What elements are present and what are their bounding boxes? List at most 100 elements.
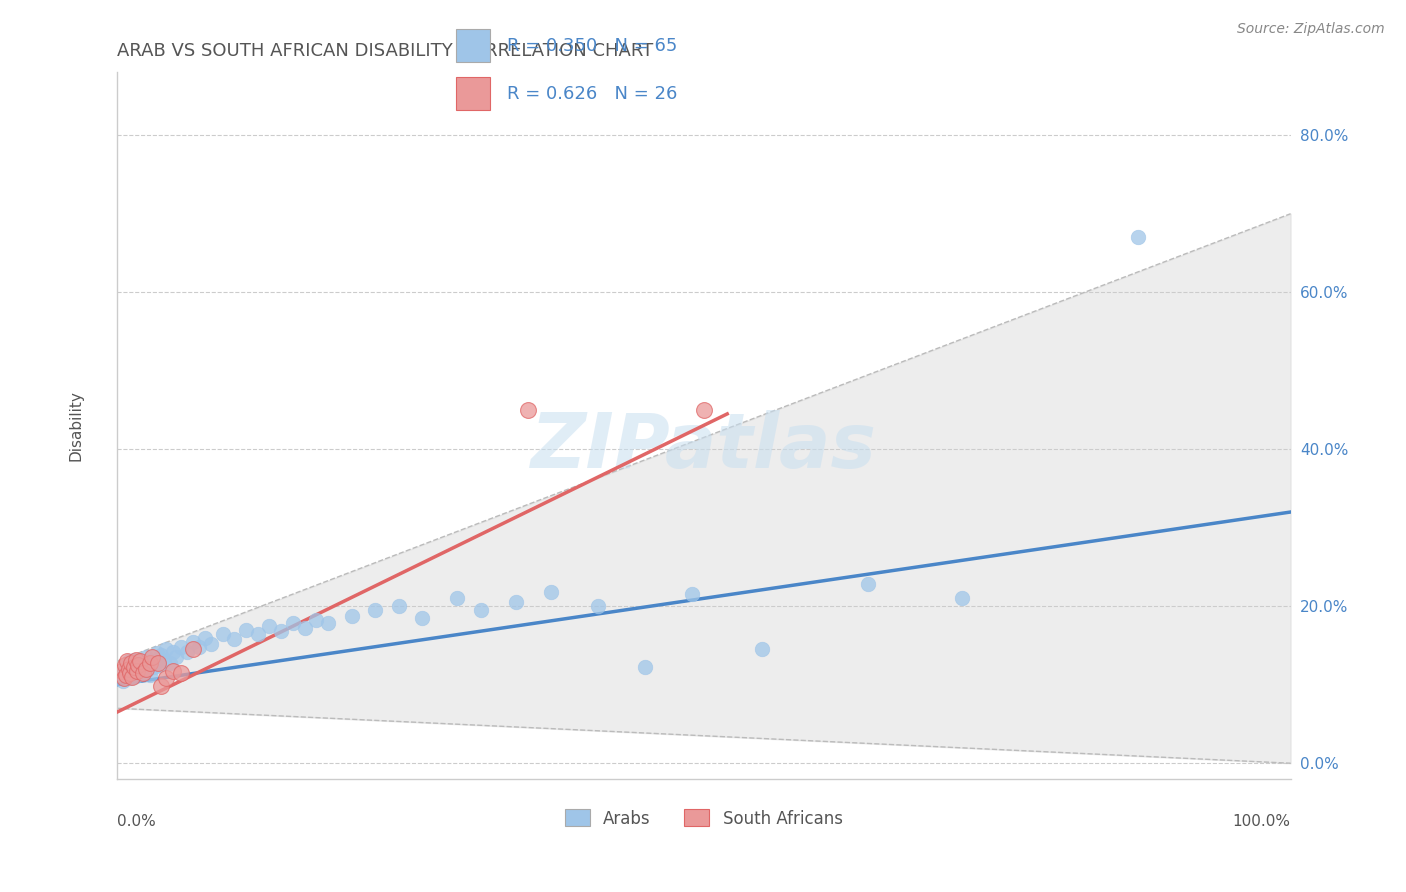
- Point: [127, 658, 149, 673]
- Point: [305, 613, 328, 627]
- Point: [114, 664, 136, 678]
- Legend: Arabs, South Africans: Arabs, South Africans: [558, 803, 849, 834]
- Point: [364, 603, 387, 617]
- Point: [446, 591, 468, 606]
- Point: [165, 650, 187, 665]
- Point: [634, 660, 657, 674]
- Point: [132, 654, 155, 668]
- Point: [516, 403, 538, 417]
- FancyBboxPatch shape: [457, 29, 491, 62]
- Point: [124, 660, 146, 674]
- Point: [117, 672, 139, 686]
- Point: [124, 665, 146, 680]
- Point: [141, 650, 163, 665]
- Point: [114, 658, 136, 673]
- Point: [129, 656, 152, 670]
- Point: [950, 591, 973, 606]
- Point: [188, 640, 211, 654]
- Point: [117, 654, 139, 668]
- Point: [128, 662, 150, 676]
- Point: [146, 646, 169, 660]
- Point: [294, 621, 316, 635]
- Point: [270, 624, 292, 639]
- Point: [162, 664, 184, 678]
- Point: [139, 656, 162, 670]
- Point: [751, 642, 773, 657]
- Text: ARAB VS SOUTH AFRICAN DISABILITY CORRELATION CHART: ARAB VS SOUTH AFRICAN DISABILITY CORRELA…: [117, 42, 654, 60]
- Point: [131, 665, 153, 680]
- Point: [124, 652, 146, 666]
- Point: [155, 672, 177, 686]
- Point: [121, 670, 143, 684]
- Point: [1126, 230, 1149, 244]
- Point: [387, 599, 409, 614]
- Point: [148, 658, 170, 673]
- Point: [118, 665, 141, 680]
- Point: [170, 665, 193, 680]
- Point: [194, 631, 217, 645]
- Text: 0.0%: 0.0%: [117, 814, 156, 830]
- Text: 100.0%: 100.0%: [1233, 814, 1291, 830]
- Point: [135, 662, 157, 676]
- Point: [118, 665, 141, 680]
- Point: [150, 648, 173, 662]
- Point: [159, 656, 181, 670]
- FancyBboxPatch shape: [457, 78, 491, 110]
- Point: [259, 619, 281, 633]
- Point: [139, 668, 162, 682]
- Point: [150, 679, 173, 693]
- Point: [120, 660, 142, 674]
- Point: [129, 654, 152, 668]
- Point: [131, 665, 153, 680]
- Point: [124, 652, 146, 666]
- Text: ZIPatlas: ZIPatlas: [530, 409, 877, 483]
- Point: [693, 403, 716, 417]
- Point: [340, 608, 363, 623]
- Point: [131, 660, 153, 674]
- Point: [115, 668, 138, 682]
- Point: [121, 670, 143, 684]
- Point: [246, 626, 269, 640]
- Point: [135, 650, 157, 665]
- Point: [235, 623, 257, 637]
- Point: [281, 616, 304, 631]
- Text: R = 0.626   N = 26: R = 0.626 N = 26: [508, 85, 678, 103]
- Point: [143, 660, 166, 674]
- Text: R = 0.350   N = 65: R = 0.350 N = 65: [508, 37, 678, 54]
- Point: [125, 658, 148, 673]
- Point: [124, 664, 146, 678]
- Point: [117, 654, 139, 668]
- Point: [117, 658, 139, 673]
- Point: [112, 672, 135, 686]
- Point: [470, 603, 492, 617]
- Point: [856, 577, 879, 591]
- Point: [141, 654, 163, 668]
- Point: [316, 616, 339, 631]
- Text: Disability: Disability: [69, 390, 83, 461]
- Point: [170, 640, 193, 654]
- Point: [505, 595, 527, 609]
- Point: [127, 668, 149, 682]
- Point: [120, 656, 142, 670]
- Point: [162, 645, 184, 659]
- Point: [181, 642, 204, 657]
- Point: [540, 585, 562, 599]
- Point: [176, 645, 198, 659]
- Point: [586, 599, 609, 614]
- Point: [411, 611, 433, 625]
- Point: [110, 664, 132, 678]
- Point: [211, 626, 233, 640]
- Point: [181, 634, 204, 648]
- Point: [125, 664, 148, 678]
- Text: Source: ZipAtlas.com: Source: ZipAtlas.com: [1237, 22, 1385, 37]
- Point: [224, 632, 246, 647]
- Point: [122, 656, 145, 670]
- Point: [200, 637, 222, 651]
- Point: [681, 587, 703, 601]
- Point: [155, 642, 177, 657]
- Point: [135, 664, 157, 678]
- Point: [146, 656, 169, 670]
- Point: [111, 673, 134, 688]
- Point: [115, 668, 138, 682]
- Point: [117, 662, 139, 676]
